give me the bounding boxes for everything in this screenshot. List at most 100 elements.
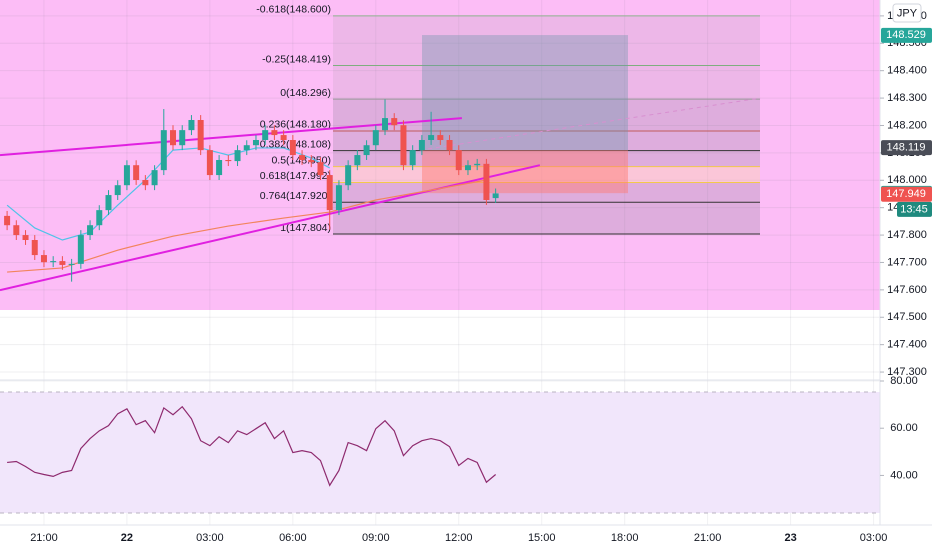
candle-body	[418, 140, 425, 151]
candle-body	[50, 261, 57, 263]
fib-label: 0.236(148.180)	[260, 119, 331, 131]
x-tick-label: 03:00	[196, 532, 224, 544]
currency-badge[interactable]	[892, 3, 922, 23]
rsi-y-tick-label: 80.00	[890, 375, 918, 387]
candle-body	[151, 170, 158, 186]
candle-body	[22, 235, 29, 240]
candle-body	[354, 155, 361, 166]
rsi-y-tick-label: 60.00	[890, 422, 918, 434]
candle-body	[428, 135, 435, 140]
countdown: 13:45	[900, 203, 928, 215]
candle-body	[197, 120, 204, 151]
y-tick-label: 147.600	[887, 284, 927, 296]
x-tick-label: 15:00	[528, 532, 556, 544]
candle-body	[68, 263, 75, 265]
price-label-box	[881, 186, 932, 202]
fib-label: -0.618(148.600)	[256, 4, 331, 16]
price-label: 148.119	[887, 142, 926, 154]
y-tick-label: 148.200	[887, 119, 927, 131]
candle-body	[206, 150, 213, 176]
candle-body	[289, 140, 296, 156]
candle-body	[363, 145, 370, 156]
candle-body	[77, 235, 84, 264]
x-tick-label: 12:00	[445, 532, 473, 544]
candle-body	[409, 150, 416, 166]
candle-body	[317, 162, 324, 176]
position-target	[422, 35, 628, 151]
candle-body	[262, 130, 269, 140]
highlight-region	[0, 0, 880, 310]
moving-average	[7, 179, 487, 273]
price-pane: -0.618(148.600) -0.25(148.419) 0(148.296) 0…	[0, 4, 761, 292]
candle-body	[114, 185, 121, 196]
rsi-band	[0, 392, 880, 513]
candle-body	[382, 118, 389, 131]
candle-body	[271, 130, 278, 136]
y-tick-label: 148.300	[887, 92, 927, 104]
moving-average	[6, 147, 330, 241]
candle-body	[483, 163, 490, 200]
candle-body	[437, 135, 444, 140]
y-tick-label: 147.800	[887, 229, 927, 241]
candle-body	[455, 150, 462, 171]
trend-line	[0, 164, 541, 292]
fib-zone	[333, 15, 760, 66]
fib-label: 0.5(148.050)	[271, 154, 331, 166]
candle-body	[252, 140, 259, 146]
fib-zone	[333, 166, 760, 183]
candle-body	[492, 193, 499, 199]
rsi-line	[7, 405, 497, 487]
candle-body	[142, 180, 149, 186]
fib-label: 0(148.296)	[280, 87, 331, 99]
price-label-box	[881, 27, 932, 43]
candle-body	[225, 160, 232, 162]
y-tick-label: 147.300	[887, 366, 927, 378]
candle-body	[31, 240, 38, 256]
fib-label: 1(147.804)	[280, 222, 331, 234]
y-tick-label: 148.000	[887, 174, 927, 186]
x-tick-label: 21:00	[694, 532, 722, 544]
x-tick-label: 21:00	[30, 532, 58, 544]
rsi-pane	[7, 405, 497, 487]
currency: JPY	[897, 7, 918, 19]
candle-body	[160, 130, 167, 171]
candle-body	[345, 165, 352, 186]
price-label-box	[881, 140, 932, 156]
candle-body	[59, 261, 66, 265]
fib-label: 0.618(147.992)	[260, 170, 331, 182]
candle-body	[179, 130, 186, 146]
candle-body	[280, 135, 287, 140]
candle-body	[105, 195, 112, 211]
x-tick-label: 09:00	[362, 532, 390, 544]
candle-body	[446, 140, 453, 151]
fib-zone	[333, 202, 760, 234]
candle-body	[188, 120, 195, 131]
rsi-y-tick-label: 40.00	[890, 469, 918, 481]
candle-body	[234, 150, 241, 162]
fib-zone	[333, 65, 760, 100]
candle-body	[96, 210, 103, 226]
candle-body	[4, 215, 11, 226]
countdown-box	[897, 201, 932, 217]
candle-body	[133, 165, 140, 180]
price-label: 147.949	[886, 188, 926, 200]
candle-body	[372, 130, 379, 146]
candle-body	[400, 125, 407, 166]
candle-body	[474, 163, 481, 166]
candle-body	[464, 165, 471, 171]
y-tick-label: 147.500	[887, 311, 927, 323]
candle-body	[170, 130, 177, 146]
fib-zone	[333, 150, 760, 167]
x-tick-label: 06:00	[279, 532, 307, 544]
candle-body	[299, 155, 306, 160]
fib-label: -0.25(148.419)	[262, 53, 331, 65]
x-tick-label: 18:00	[611, 532, 639, 544]
y-tick-label: 148.400	[887, 65, 927, 77]
candle-body	[243, 145, 250, 151]
candle-body	[391, 118, 398, 126]
trend-line	[419, 97, 761, 151]
candle-body	[40, 255, 47, 263]
candle-body	[216, 160, 223, 176]
